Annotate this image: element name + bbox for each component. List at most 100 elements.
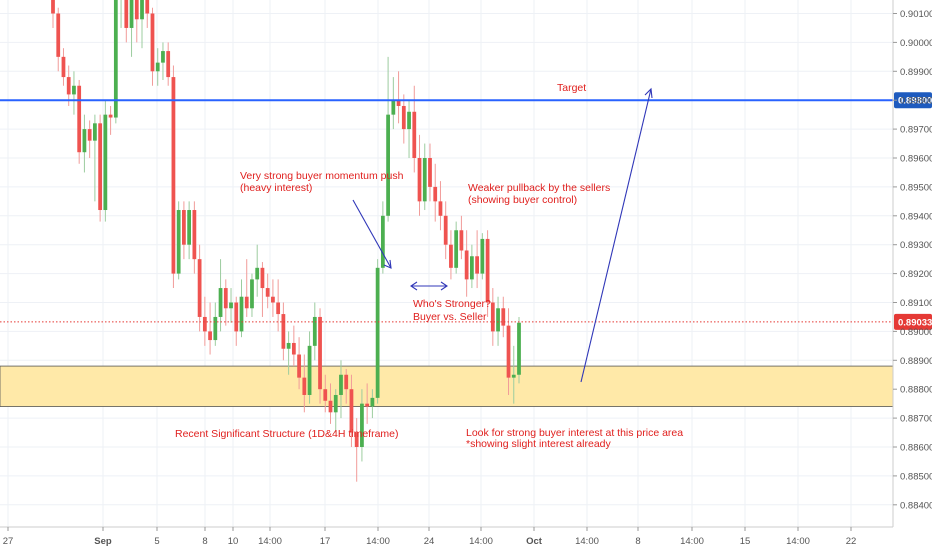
candle[interactable] [155,48,160,86]
candle[interactable] [501,296,506,338]
candle[interactable] [307,331,312,404]
candle[interactable] [192,201,197,274]
candle[interactable] [218,259,223,332]
candle[interactable] [496,296,500,346]
candle[interactable] [197,244,202,332]
candle[interactable] [511,345,516,404]
candle[interactable] [213,302,218,346]
candle[interactable] [119,0,123,28]
candle[interactable] [291,325,296,367]
candle[interactable] [171,65,176,289]
candle[interactable] [265,273,270,309]
annotation-structure[interactable]: Recent Significant Structure (1D&4H time… [175,428,399,440]
candle[interactable] [176,201,181,280]
candle[interactable] [244,259,249,317]
annotation-look-1[interactable]: Look for strong buyer interest at this p… [466,427,683,439]
candle[interactable] [506,308,511,395]
candle[interactable] [386,56,390,222]
candle[interactable] [428,143,432,202]
momentum-arrow[interactable] [352,199,392,269]
candle[interactable] [113,0,118,124]
annotation-momentum-2[interactable]: (heavy interest) [240,182,312,194]
candle[interactable] [103,100,108,222]
candle[interactable] [93,114,97,202]
candle[interactable] [255,244,260,297]
annotation-momentum-1[interactable]: Very strong buyer momentum push [240,170,404,182]
candle[interactable] [438,181,443,231]
candle[interactable] [129,0,134,57]
candle[interactable] [61,48,66,86]
candle[interactable] [187,201,192,260]
candle[interactable] [328,383,333,424]
candle[interactable] [134,0,139,43]
candle[interactable] [480,233,485,280]
annotation-stronger-1[interactable]: Who's Stronger? [413,298,491,310]
candle[interactable] [72,71,76,115]
candle[interactable] [260,262,265,317]
candle[interactable] [344,368,349,404]
candle[interactable] [161,42,165,80]
candle[interactable] [433,163,438,222]
candle[interactable] [82,114,87,173]
candle[interactable] [464,230,469,297]
annotation-look-2[interactable]: *showing slight interest already [466,438,611,450]
candle[interactable] [229,288,233,323]
candle[interactable] [98,114,103,222]
candle[interactable] [380,201,385,274]
price-axis[interactable]: 0.90100 0.90000 0.89900 0.89800 0.89700 0.896… [892,0,932,527]
candle[interactable] [145,0,150,28]
candle[interactable] [182,201,186,260]
candle[interactable] [391,77,396,130]
candle[interactable] [396,71,401,124]
candle[interactable] [302,354,307,413]
candle[interactable] [223,279,228,326]
candle[interactable] [323,374,328,413]
candle[interactable] [271,279,275,317]
candle[interactable] [349,374,354,447]
candle[interactable] [286,331,291,375]
target-arrow[interactable] [580,88,652,383]
structure-zone[interactable] [0,365,894,407]
candle[interactable] [375,259,380,404]
candle[interactable] [443,201,448,260]
candle[interactable] [422,143,427,211]
candle[interactable] [250,273,254,317]
time-axis[interactable]: 27 Sep 5 8 10 14:00 17 14:00 24 14:00 Oct 14:00 8 14:… [0,526,893,547]
candle[interactable] [166,42,171,86]
annotation-pullback-1[interactable]: Weaker pullback by the sellers [468,182,610,194]
candle[interactable] [485,230,490,317]
candle[interactable] [77,79,82,164]
candle[interactable] [108,105,113,135]
candle[interactable] [234,296,239,346]
candle[interactable] [354,418,359,482]
candle[interactable] [490,288,495,346]
annotation-stronger-2[interactable]: Buyer vs. Seller [413,311,487,323]
candle[interactable] [469,244,474,289]
candle[interactable] [202,296,207,346]
candle[interactable] [124,0,129,43]
candle[interactable] [365,383,370,424]
candle[interactable] [370,389,375,419]
candle[interactable] [276,279,281,332]
candle[interactable] [475,230,479,289]
candle[interactable] [87,120,92,158]
candle[interactable] [56,7,61,72]
annotation-pullback-2[interactable]: (showing buyer control) [468,194,577,206]
annotation-target[interactable]: Target [557,82,586,94]
candle[interactable] [449,230,453,280]
candle[interactable] [459,215,464,260]
candle[interactable] [517,316,521,384]
candle[interactable] [417,134,422,216]
candle[interactable] [208,302,212,355]
candle[interactable] [401,94,406,144]
candle[interactable] [407,100,411,158]
candle[interactable] [333,389,338,433]
candle[interactable] [297,337,301,390]
candle[interactable] [454,221,459,274]
candle[interactable] [239,279,244,338]
candle[interactable] [150,7,155,86]
candle[interactable] [360,389,364,462]
candle[interactable] [318,308,322,404]
candle[interactable] [339,360,343,419]
